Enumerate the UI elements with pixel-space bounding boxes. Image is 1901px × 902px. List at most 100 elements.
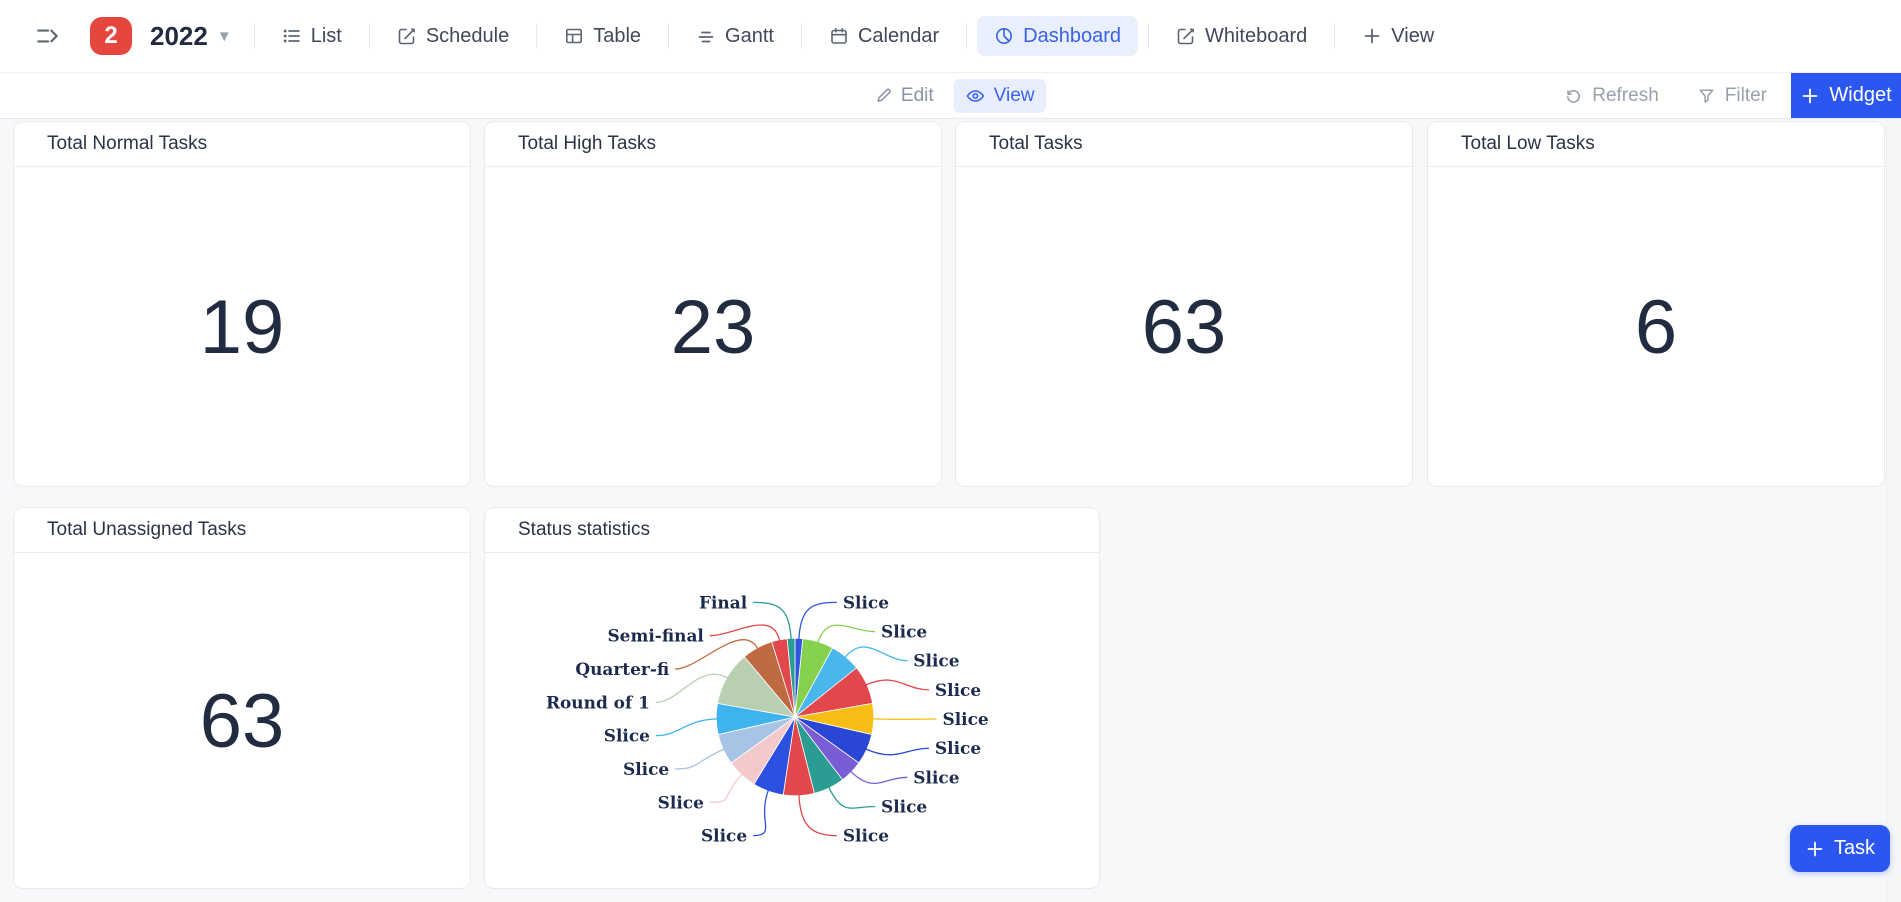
edit-mode-button[interactable]: Edit (862, 79, 946, 113)
card-title: Total Normal Tasks (47, 133, 208, 154)
card-total-unassigned-tasks: Total Unassigned Tasks 63 (13, 507, 471, 889)
tab-schedule[interactable]: Schedule (380, 16, 526, 56)
pie-leader-line (850, 770, 908, 784)
tab-add-view[interactable]: View (1345, 16, 1451, 56)
view-label: View (993, 84, 1035, 106)
toolbar-actions: Refresh Filter (1564, 73, 1767, 118)
status-pie-svg: Slice Slice Slice Slice Slice Slice Slice Slice… (546, 592, 989, 845)
pie-leader-line (675, 638, 759, 670)
tab-label: Dashboard (1023, 24, 1121, 47)
pie-leader-line (709, 773, 743, 803)
pie-slice-label: Slice (604, 725, 650, 745)
pie-leader-line (753, 789, 769, 836)
pie-slice-label: Slice (881, 796, 927, 816)
tab-label: Schedule (425, 24, 510, 47)
pie-leader-line (675, 747, 725, 770)
tab-dashboard[interactable]: Dashboard (977, 16, 1138, 56)
card-total-low-tasks: Total Low Tasks 6 (1427, 121, 1885, 487)
divider (1334, 23, 1336, 49)
pie-slice-label: Slice (913, 650, 959, 670)
tab-label: List (310, 24, 342, 47)
tab-calendar[interactable]: Calendar (812, 16, 956, 56)
plus-icon (1805, 839, 1825, 859)
pie-slice-label: Slice (658, 792, 704, 812)
tab-label: Whiteboard (1204, 24, 1308, 47)
tab-whiteboard[interactable]: Whiteboard (1159, 16, 1324, 56)
dashboard-pie-icon (994, 26, 1014, 46)
pie-leader-line (709, 623, 781, 641)
divider (368, 23, 370, 49)
tab-table[interactable]: Table (547, 16, 658, 56)
whiteboard-icon (1176, 26, 1196, 46)
divider (668, 23, 670, 49)
stat-value: 63 (1141, 284, 1227, 370)
tab-list[interactable]: List (265, 16, 359, 56)
pie-slice-label: Slice (913, 767, 959, 787)
pie-leader-line (798, 601, 837, 639)
vertical-scrollbar[interactable] (1886, 119, 1901, 902)
add-widget-button[interactable]: Widget (1791, 73, 1901, 118)
card-title: Status statistics (518, 519, 650, 540)
plus-icon (1362, 26, 1382, 46)
divider (253, 23, 255, 49)
tab-label: Gantt (725, 24, 774, 47)
pie-leader-line (844, 645, 908, 661)
card-total-tasks: Total Tasks 63 (955, 121, 1413, 487)
tab-label: Table (593, 24, 642, 47)
plus-icon (1800, 86, 1820, 106)
schedule-icon (397, 26, 417, 46)
top-navigation-bar: 2 2022 ▼ List (0, 0, 1901, 72)
stat-value: 6 (1634, 284, 1678, 370)
add-task-button[interactable]: Task (1790, 825, 1890, 872)
table-icon (564, 26, 584, 46)
card-status-statistics: Status statistics Slice Slice Slice Slice Sl… (484, 507, 1100, 889)
workspace-badge[interactable]: 2 (90, 17, 132, 55)
pie-slice-label: Quarter-fi (575, 659, 669, 679)
refresh-icon (1564, 86, 1583, 105)
list-icon (282, 26, 302, 46)
dashboard-toolbar: Edit View Refresh (0, 72, 1901, 119)
pie-leader-line (655, 673, 729, 703)
gantt-icon (696, 26, 716, 46)
divider (966, 23, 968, 49)
pie-leader-line (817, 624, 876, 643)
card-title: Total Low Tasks (1461, 133, 1595, 154)
sidebar-expand-icon (34, 23, 60, 49)
divider (800, 23, 802, 49)
mode-switch-group: Edit View (862, 73, 1047, 118)
pie-leader-line (753, 601, 792, 639)
card-total-high-tasks: Total High Tasks 23 (484, 121, 942, 487)
pie-slice-label: Semi-final (607, 625, 704, 645)
pie-leader-line (865, 679, 929, 691)
pie-slice-label: Round of 1 (546, 692, 650, 712)
sidebar-toggle-button[interactable] (30, 19, 64, 53)
chevron-down-icon: ▼ (216, 27, 232, 45)
card-title: Total Tasks (989, 133, 1083, 154)
tab-gantt[interactable]: Gantt (679, 16, 791, 56)
tab-label: Calendar (857, 24, 940, 47)
view-tabs: List Schedule Table (265, 0, 1452, 72)
stat-value: 23 (670, 284, 756, 370)
filter-funnel-icon (1697, 86, 1716, 105)
pie-leader-line (655, 717, 718, 736)
stat-value: 19 (199, 284, 285, 370)
eye-icon (966, 86, 986, 106)
refresh-button[interactable]: Refresh (1564, 85, 1659, 107)
card-total-normal-tasks: Total Normal Tasks 19 (13, 121, 471, 487)
view-mode-button[interactable]: View (953, 78, 1047, 113)
tab-label: View (1391, 24, 1435, 47)
filter-button[interactable]: Filter (1697, 85, 1767, 107)
stat-value: 63 (199, 678, 285, 764)
widget-label: Widget (1829, 84, 1892, 106)
pie-slice-label: Slice (935, 679, 981, 699)
edit-label: Edit (900, 84, 934, 106)
card-title: Total High Tasks (518, 133, 656, 154)
filter-label: Filter (1724, 84, 1767, 106)
space-selector[interactable]: 2022 ▼ (150, 21, 232, 52)
pie-slice-label: Slice (935, 738, 981, 758)
divider (1147, 23, 1149, 49)
pie-slice-label: Slice (623, 758, 669, 778)
pie-leader-line (865, 747, 929, 755)
pie-slice-label: Slice (843, 825, 889, 845)
